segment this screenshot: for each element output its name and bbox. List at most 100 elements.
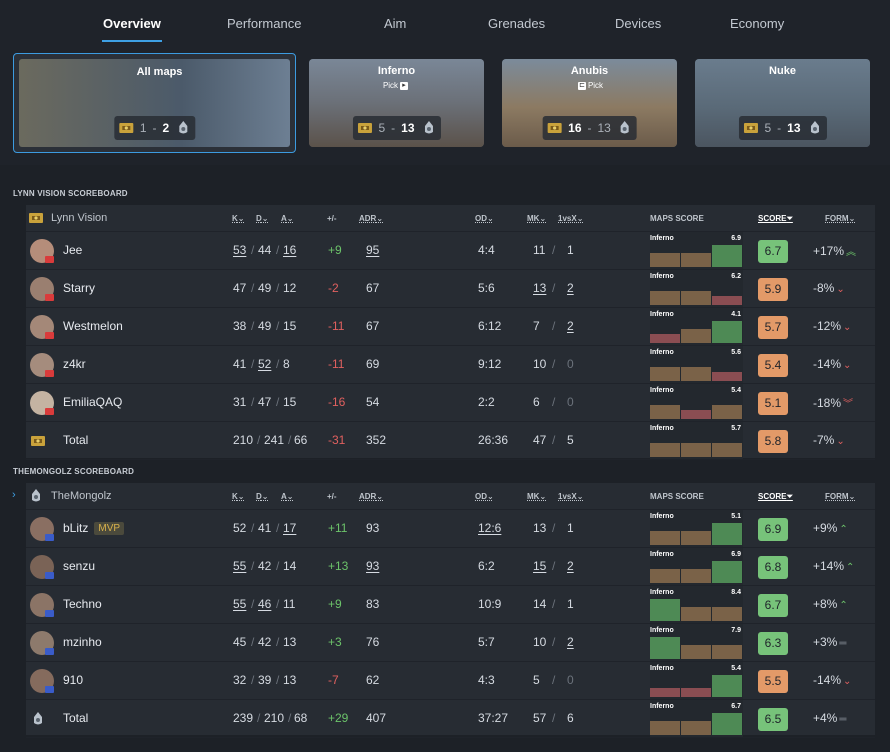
player-name[interactable]: mzinho [63,635,102,649]
maps-score-chart[interactable]: Inferno 5.4 [650,662,743,699]
col-form[interactable]: FORM⌄ [825,492,856,501]
player-row[interactable]: Techno 55 / 46 / 11 +9 83 10:9 14 / 1 In… [26,586,875,624]
kills-value: 52 [233,521,247,535]
maps-score-chart[interactable]: Inferno 6.2 [650,270,743,307]
map-score: 16-13 [542,116,637,140]
player-name[interactable]: Westmelon [63,319,123,333]
map-card-nuke[interactable]: Nuke 5-13 [695,59,870,147]
player-name[interactable]: senzu [63,559,96,573]
maps-score-chart[interactable]: Inferno 5.4 [650,384,743,421]
col-plusminus[interactable]: +/- [327,214,337,223]
maps-score-map: Inferno [650,589,674,596]
multikills-value: 6 [533,395,540,409]
rating-score: 5.4 [758,354,788,377]
col-deaths[interactable]: D⌄ [256,214,269,223]
player-name[interactable]: Techno [63,597,102,611]
player-name[interactable]: Jee [63,243,83,257]
col-opening-duels[interactable]: OD⌄ [475,214,494,223]
col-form[interactable]: FORM⌄ [825,214,856,223]
player-name[interactable]: 910 [63,673,84,687]
deaths-value: 46 [258,597,272,611]
player-row[interactable]: EmiliaQAQ 31 / 47 / 15 -16 54 2:2 6 / 0 … [26,384,875,422]
player-name[interactable]: z4kr [63,357,86,371]
maps-score-chart[interactable]: Inferno 5.7 [650,422,743,459]
maps-score-value: 7.9 [731,627,741,634]
col-multikills[interactable]: MK⌄ [527,214,547,223]
col-assists[interactable]: A⌄ [281,492,294,501]
tab-economy[interactable]: Economy [730,16,785,31]
kills-value: 31 [233,395,247,409]
col-adr[interactable]: ADR⌄ [359,492,384,501]
tab-performance[interactable]: Performance [227,16,302,31]
multikills-value: 47 [533,433,547,447]
lynn-scoreboard: Lynn Vision K⌄ D⌄ A⌄ +/- ADR⌄ OD⌄ MK⌄ 1v… [26,205,875,460]
player-name[interactable]: bLitz MVP [63,521,125,536]
rating-score: 6.5 [758,708,788,731]
map-score-bar [712,675,742,697]
maps-score-chart[interactable]: Inferno 7.9 [650,624,743,661]
team2-map-score: 13 [401,121,415,135]
col-clutches[interactable]: 1vsX⌄ [558,214,584,223]
assists-value: 14 [283,559,297,573]
multikills-value: 11 [533,243,546,257]
map-card-anubis[interactable]: Anubis ⊏ Pick 16-13 [502,59,677,147]
form-trend-icon: ⌄ [843,360,852,371]
maps-score-map: Inferno [650,235,674,242]
col-kills[interactable]: K⌄ [232,214,245,223]
total-row[interactable]: Total 239 / 210 / 68 +29 407 37:27 57 / … [26,700,875,738]
tab-devices[interactable]: Devices [615,16,662,31]
col-multikills[interactable]: MK⌄ [527,492,547,501]
player-row[interactable]: Jee 53 / 44 / 16 +9 95 4:4 11 / 1 Infern… [26,232,875,270]
player-name[interactable]: Starry [63,281,96,295]
player-row[interactable]: Westmelon 38 / 49 / 15 -11 67 6:12 7 / 2… [26,308,875,346]
form-trend-icon: ⌄ [836,436,845,447]
multikills-value: 13 [533,521,547,535]
player-name[interactable]: EmiliaQAQ [63,395,123,409]
map-score-bar [681,645,711,659]
form-value: +14% ⌃ [813,559,855,573]
maps-score-chart[interactable]: Inferno 4.1 [650,308,743,345]
col-score[interactable]: SCORE⏷ [758,214,793,223]
opening-duels-value: 2:2 [478,395,495,409]
col-adr[interactable]: ADR⌄ [359,214,384,223]
maps-score-chart[interactable]: Inferno 8.4 [650,586,743,623]
map-score-bar [712,321,742,343]
player-name: Total [63,711,89,725]
player-row[interactable]: mzinho 45 / 42 / 13 +3 76 5:7 10 / 2 Inf… [26,624,875,662]
lynn-vision-logo-icon [29,213,43,223]
expand-chevron-icon[interactable]: › [12,489,16,501]
player-row[interactable]: z4kr 41 / 52 / 8 -11 69 9:12 10 / 0 Infe… [26,346,875,384]
maps-score-chart[interactable]: Inferno 5.1 [650,510,743,547]
clutches-value: 2 [567,635,574,649]
map-score-bar [681,291,711,305]
col-deaths[interactable]: D⌄ [256,492,269,501]
tab-aim[interactable]: Aim [384,16,407,31]
player-row[interactable]: bLitz MVP 52 / 41 / 17 +11 93 12:6 13 / 1… [26,510,875,548]
player-row[interactable]: senzu 55 / 42 / 14 +13 93 6:2 15 / 2 Inf… [26,548,875,586]
tab-grenades[interactable]: Grenades [488,16,546,31]
maps-score-chart[interactable]: Inferno 6.7 [650,700,743,737]
maps-score-chart[interactable]: Inferno 5.6 [650,346,743,383]
maps-score-chart[interactable]: Inferno 6.9 [650,232,743,269]
tab-overview[interactable]: Overview [103,16,161,31]
form-trend-icon: ⌄ [836,284,845,295]
maps-score-chart[interactable]: Inferno 6.9 [650,548,743,585]
player-row[interactable]: 910 32 / 39 / 13 -7 62 4:3 5 / 0 Inferno… [26,662,875,700]
col-plusminus[interactable]: +/- [327,492,337,501]
col-score[interactable]: SCORE⏷ [758,492,793,501]
col-assists[interactable]: A⌄ [281,214,294,223]
col-kills[interactable]: K⌄ [232,492,245,501]
multikills-value: 15 [533,559,547,573]
col-clutches[interactable]: 1vsX⌄ [558,492,584,501]
map-card-all-maps[interactable]: All maps 1-2 [13,53,296,153]
adr-value: 407 [366,711,387,725]
map-score-bar [650,253,680,267]
assists-value: 68 [294,711,308,725]
total-row[interactable]: Total 210 / 241 / 66 -31 352 26:36 47 / … [26,422,875,460]
maps-score-map: Inferno [650,703,674,710]
col-opening-duels[interactable]: OD⌄ [475,492,494,501]
map-score-bar [681,410,711,419]
player-row[interactable]: Starry 47 / 49 / 12 -2 67 5:6 13 / 2 Inf… [26,270,875,308]
clutches-value: 1 [567,243,574,257]
map-card-inferno[interactable]: Inferno Pick ▸ 5-13 [309,59,484,147]
